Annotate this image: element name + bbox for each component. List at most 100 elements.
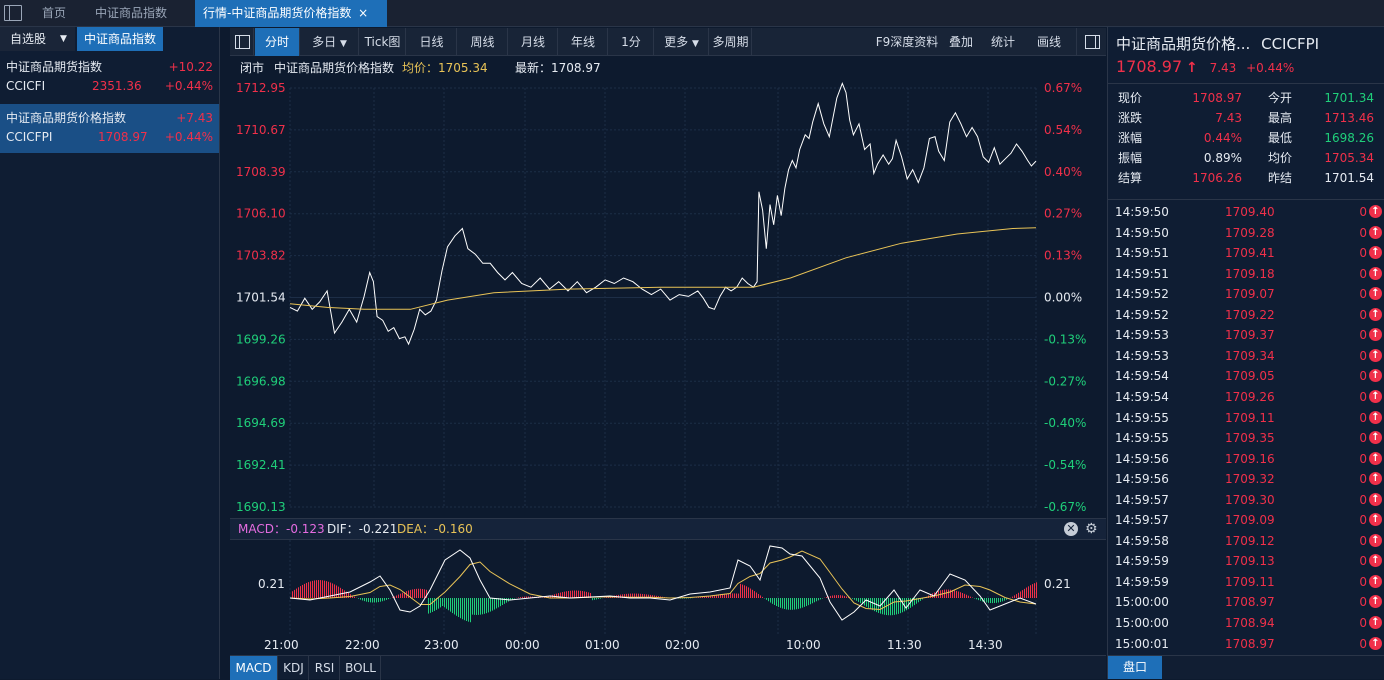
- tab-multi-day[interactable]: 多日 ▼: [301, 28, 359, 56]
- close-icon[interactable]: ×: [358, 6, 368, 20]
- tick-time: 14:59:51: [1115, 243, 1169, 263]
- macd-histogram-bar: [566, 591, 567, 598]
- macd-histogram-bar: [324, 581, 325, 598]
- macd-histogram-bar: [754, 591, 755, 598]
- x-tick-label: 02:00: [665, 638, 700, 652]
- tab-label: 年线: [571, 35, 595, 49]
- quote-value: 0.44%: [1204, 128, 1242, 148]
- x-tick-label: 23:00: [424, 638, 459, 652]
- tab-csi-commodity-index[interactable]: 中证商品指数: [85, 0, 177, 27]
- quote-label: 昨结: [1268, 168, 1292, 188]
- tab-multi-period[interactable]: 多周期: [710, 28, 752, 56]
- quote-value: 7.43: [1215, 108, 1242, 128]
- list-item[interactable]: 中证商品期货指数 +10.22 CCICFI 2351.36 +0.44%: [0, 55, 219, 105]
- window-layout-icon[interactable]: [4, 5, 22, 21]
- tab-quote-active[interactable]: 行情-中证商品期货价格指数 ×: [195, 0, 387, 27]
- right-quote-panel: 中证商品期货价格... CCICFPI 1708.97 ↑ 7.43 +0.44…: [1107, 27, 1384, 679]
- macd-histogram-bar: [480, 598, 481, 615]
- tab-label: 盘口: [1123, 660, 1147, 674]
- arrow-up-icon: ↑: [1369, 534, 1382, 547]
- macd-histogram-bar: [698, 597, 699, 598]
- macd-histogram-bar: [498, 598, 499, 607]
- macd-histogram-bar: [474, 598, 475, 615]
- macd-histogram-bar: [772, 598, 773, 604]
- macd-histogram-bar: [364, 598, 365, 601]
- tick-volume: 0: [1359, 202, 1367, 222]
- tick-volume: 0: [1359, 408, 1367, 428]
- last-label: 最新：: [515, 61, 551, 75]
- instrument-name: 中证商品期货价格指数: [6, 111, 126, 125]
- macd-histogram-bar: [372, 598, 373, 602]
- overlay-button[interactable]: 叠加: [944, 28, 978, 56]
- statistics-button[interactable]: 统计: [986, 28, 1020, 56]
- macd-histogram-bar: [1026, 588, 1027, 598]
- tab-kdj[interactable]: KDJ: [279, 656, 309, 680]
- macd-histogram-bar: [762, 597, 763, 598]
- macd-histogram-bar: [826, 597, 827, 598]
- tick-price: 1709.05: [1225, 366, 1275, 386]
- arrow-up-icon: ↑: [1369, 267, 1382, 280]
- macd-histogram-bar: [948, 590, 949, 598]
- macd-histogram-bar: [420, 589, 421, 598]
- tab-monthly[interactable]: 月线: [509, 28, 558, 56]
- macd-histogram-bar: [312, 581, 313, 598]
- macd-histogram-bar: [432, 598, 433, 612]
- draw-line-button[interactable]: 画线: [1032, 28, 1066, 56]
- tab-weekly[interactable]: 周线: [458, 28, 508, 56]
- tab-label: 多日: [312, 35, 336, 49]
- tick-time: 14:59:52: [1115, 305, 1169, 325]
- f9-research-button[interactable]: F9深度资料: [870, 28, 944, 56]
- tab-label: 行情-中证商品期货价格指数: [203, 6, 351, 20]
- tab-order-book[interactable]: 盘口: [1108, 656, 1162, 679]
- macd-histogram-bar: [468, 598, 469, 622]
- watchlist-dropdown[interactable]: 自选股 ▼: [0, 27, 75, 51]
- panel-toggle-right-icon[interactable]: [1076, 28, 1106, 56]
- tab-yearly[interactable]: 年线: [559, 28, 608, 56]
- dif-value: -0.221: [359, 522, 398, 536]
- arrow-up-icon: ↑: [1369, 452, 1382, 465]
- macd-histogram-bar: [592, 598, 593, 600]
- close-icon[interactable]: ✕: [1064, 522, 1078, 536]
- tab-macd[interactable]: MACD: [230, 656, 278, 680]
- list-item-selected[interactable]: 中证商品期货价格指数 +7.43 CCICFPI 1708.97 +0.44%: [0, 104, 219, 153]
- macd-histogram-bar: [780, 598, 781, 608]
- macd-histogram-bar: [478, 598, 479, 615]
- tab-tick-chart[interactable]: Tick图: [360, 28, 406, 56]
- more-dropdown[interactable]: 更多 ▼: [655, 28, 709, 56]
- tab-daily[interactable]: 日线: [407, 28, 457, 56]
- macd-histogram-bar: [462, 598, 463, 619]
- tick-time: 14:59:50: [1115, 202, 1169, 222]
- quote-title: 中证商品期货价格... CCICFPI: [1116, 33, 1319, 54]
- macd-histogram-bar: [348, 593, 349, 598]
- y-tick-label: 1701.54: [236, 291, 286, 305]
- macd-histogram-bar: [988, 598, 989, 603]
- macd-histogram-bar: [784, 598, 785, 609]
- macd-histogram-bar: [950, 590, 951, 598]
- tick-volume: 0: [1359, 531, 1367, 551]
- quote-label: 最高: [1268, 108, 1292, 128]
- category-tab[interactable]: 中证商品指数: [77, 27, 163, 51]
- macd-histogram-bar: [808, 598, 809, 605]
- macd-histogram-bar: [302, 585, 303, 598]
- x-tick-label: 21:00: [264, 638, 299, 652]
- tab-home[interactable]: 首页: [32, 0, 76, 27]
- chart-toolbar: 分时 多日 ▼ Tick图 日线 周线 月线 年线 1分 更多 ▼ 多周期 F9…: [230, 28, 1106, 56]
- macd-histogram-bar: [336, 585, 337, 598]
- tab-rsi[interactable]: RSI: [310, 656, 340, 680]
- indicator-tabs: MACD KDJ RSI BOLL: [230, 655, 1106, 679]
- tab-intraday[interactable]: 分时: [255, 28, 300, 56]
- gear-icon[interactable]: ⚙: [1085, 519, 1098, 539]
- panel-toggle-icon[interactable]: [230, 28, 254, 56]
- tick-time: 14:59:59: [1115, 572, 1169, 592]
- tab-boll[interactable]: BOLL: [341, 656, 381, 680]
- macd-histogram-bar: [318, 580, 319, 598]
- tab-1min[interactable]: 1分: [609, 28, 654, 56]
- macd-histogram-bar: [470, 598, 471, 622]
